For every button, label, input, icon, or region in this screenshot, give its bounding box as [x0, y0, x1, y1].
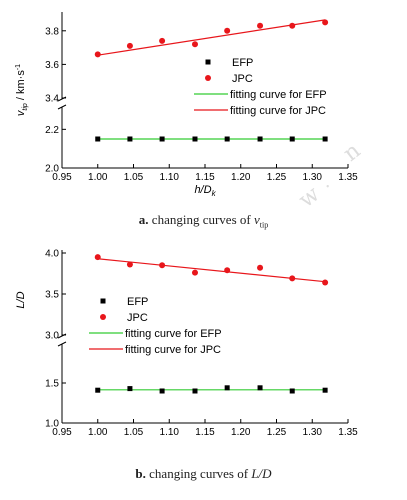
- chart-b-point-efp: [127, 386, 133, 392]
- chart-b-legend-marker-jpc: [100, 314, 106, 320]
- chart-a-point-efp: [224, 136, 230, 142]
- chart-a-point-jpc: [126, 42, 133, 49]
- figure-page: 0.95 1.00 1.05 1.10 1.15 1.20 1.25 1.30 1.35 3.4 3…: [0, 12, 407, 482]
- caption-b-letter: b.: [135, 466, 146, 481]
- chart-b: 0.95 1.00 1.05 1.10 1.15 1.20 1.25 1.30 1.35 3.0 3…: [15, 249, 358, 439]
- chart-a-point-efp: [257, 136, 263, 142]
- chart-b-legend-label-efp: EFP: [127, 296, 148, 308]
- chart-b-point-efp: [95, 387, 101, 393]
- chart-b-x-tick-label: 1.35: [338, 427, 358, 438]
- chart-a-point-efp: [95, 136, 101, 142]
- chart-b-point-jpc: [224, 267, 231, 274]
- chart-b-x-tick-label: 1.10: [160, 427, 180, 438]
- chart-a-legend-label-efp: EFP: [232, 57, 253, 69]
- chart-a-y-tick-label: 2.0: [45, 164, 59, 175]
- chart-b-y-tick-label: 3.5: [45, 290, 59, 301]
- chart-a-point-jpc: [224, 27, 231, 34]
- chart-b-point-efp: [224, 385, 230, 391]
- chart-a-y-tick-label: 3.8: [45, 26, 59, 37]
- chart-a-legend-marker-efp: [205, 59, 211, 65]
- chart-a-point-efp: [127, 136, 133, 142]
- chart-a-x-tick-label: 1.35: [338, 172, 358, 183]
- chart-b-y-tick-label: 1.0: [45, 419, 59, 430]
- chart-a-x-tick-label: 1.00: [88, 172, 108, 183]
- caption-a: a. changing curves of vtip: [0, 212, 407, 230]
- chart-b-y-axis-label: L/D: [15, 291, 27, 308]
- chart-b-point-jpc: [322, 279, 329, 286]
- chart-b-point-efp: [289, 388, 295, 394]
- chart-a-point-jpc: [191, 41, 198, 48]
- caption-a-var: v: [253, 212, 260, 227]
- chart-a-y-axis-label: vtip / km·s-1: [15, 64, 29, 116]
- chart-a-point-efp: [159, 136, 165, 142]
- chart-b-legend-label-fit-efp: fitting curve for EFP: [125, 328, 222, 340]
- caption-a-sub: tip: [259, 220, 269, 230]
- chart-b-legend-marker-efp: [100, 298, 106, 304]
- chart-b-y-tick-label: 1.5: [45, 379, 59, 390]
- chart-b-point-efp: [192, 388, 198, 394]
- chart-a: 0.95 1.00 1.05 1.10 1.15 1.20 1.25 1.30 1.35 3.4 3…: [15, 12, 358, 198]
- chart-b-y-tick-label: 3.0: [45, 331, 59, 342]
- chart-b-point-jpc: [257, 264, 264, 271]
- caption-a-letter: a.: [138, 212, 149, 227]
- chart-a-x-tick-label: 1.10: [160, 172, 180, 183]
- chart-b-point-jpc: [94, 254, 101, 261]
- caption-a-text: changing curves of: [151, 212, 254, 227]
- chart-b-point-jpc: [191, 269, 198, 276]
- chart-b-point-efp: [159, 388, 165, 394]
- chart-b-x-tick-label: 1.15: [195, 427, 215, 438]
- chart-a-legend-label-fit-jpc: fitting curve for JPC: [230, 105, 326, 117]
- chart-a-point-efp: [192, 136, 198, 142]
- chart-b-point-efp: [322, 387, 328, 393]
- chart-a-x-tick-label: 1.25: [267, 172, 287, 183]
- chart-b-x-tick-label: 1.30: [303, 427, 323, 438]
- chart-a-fit-line-jpc: [97, 19, 326, 56]
- chart-b-fit-line-jpc: [97, 258, 326, 283]
- chart-a-axis-break-mark: [57, 96, 67, 110]
- chart-b-legend-label-fit-jpc: fitting curve for JPC: [125, 344, 221, 356]
- chart-a-y-tick-label: 3.4: [45, 94, 59, 105]
- chart-b-axis-break-mark: [57, 333, 67, 347]
- chart-a-point-efp: [289, 136, 295, 142]
- chart-b-x-tick-label: 1.00: [88, 427, 108, 438]
- chart-a-legend-label-jpc: JPC: [232, 73, 253, 85]
- chart-a-point-jpc: [159, 37, 166, 44]
- chart-a-x-axis-label: h/Dk: [194, 184, 216, 198]
- chart-a-point-jpc: [257, 22, 264, 29]
- chart-a-x-tick-label: 0.95: [52, 172, 72, 183]
- chart-b-point-jpc: [126, 261, 133, 268]
- chart-b-point-jpc: [289, 275, 296, 282]
- chart-a-x-tick-label: 1.20: [231, 172, 251, 183]
- chart-a-legend-label-fit-efp: fitting curve for EFP: [230, 89, 327, 101]
- chart-a-point-jpc: [322, 19, 329, 26]
- chart-a-point-jpc: [94, 51, 101, 58]
- chart-a-x-tick-label: 1.05: [124, 172, 144, 183]
- chart-b-x-tick-label: 1.05: [124, 427, 144, 438]
- chart-a-y-tick-label: 2.2: [45, 125, 59, 136]
- chart-b-point-efp: [257, 385, 263, 391]
- chart-b-legend-label-jpc: JPC: [127, 312, 148, 324]
- caption-b: b. changing curves of L/D: [0, 466, 407, 482]
- chart-b-x-tick-label: 1.20: [231, 427, 251, 438]
- caption-b-text: changing curves of: [149, 466, 252, 481]
- chart-a-point-efp: [322, 136, 328, 142]
- chart-b-y-tick-label: 4.0: [45, 249, 59, 260]
- chart-a-x-tick-label: 1.30: [303, 172, 323, 183]
- chart-b-x-tick-label: 0.95: [52, 427, 72, 438]
- chart-b-point-jpc: [159, 262, 166, 269]
- chart-a-point-jpc: [289, 22, 296, 29]
- caption-b-var: L/D: [251, 466, 272, 481]
- chart-b-x-tick-label: 1.25: [267, 427, 287, 438]
- chart-a-y-tick-label: 3.6: [45, 60, 59, 71]
- chart-a-x-tick-label: 1.15: [195, 172, 215, 183]
- chart-a-legend-marker-jpc: [205, 75, 211, 81]
